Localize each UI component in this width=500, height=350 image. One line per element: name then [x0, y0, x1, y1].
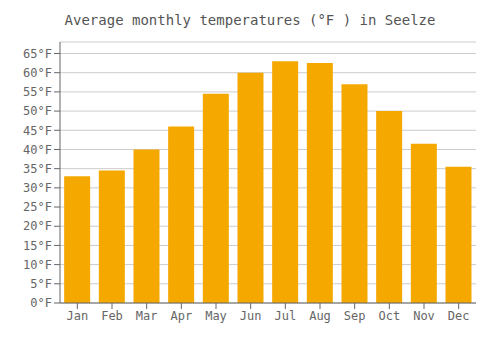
svg-text:25°F: 25°F — [23, 200, 52, 214]
svg-text:Apr: Apr — [170, 309, 192, 323]
svg-text:5°F: 5°F — [30, 277, 52, 291]
svg-text:40°F: 40°F — [23, 143, 52, 157]
svg-text:May: May — [205, 309, 227, 323]
svg-text:Oct: Oct — [378, 309, 400, 323]
svg-text:55°F: 55°F — [23, 85, 52, 99]
svg-text:Dec: Dec — [448, 309, 470, 323]
svg-text:35°F: 35°F — [23, 162, 52, 176]
svg-text:Sep: Sep — [344, 309, 366, 323]
svg-text:Jan: Jan — [66, 309, 88, 323]
svg-text:15°F: 15°F — [23, 239, 52, 253]
svg-text:50°F: 50°F — [23, 104, 52, 118]
svg-text:Aug: Aug — [309, 309, 331, 323]
svg-text:65°F: 65°F — [23, 47, 52, 61]
svg-text:Jul: Jul — [274, 309, 296, 323]
svg-text:30°F: 30°F — [23, 181, 52, 195]
svg-text:60°F: 60°F — [23, 66, 52, 80]
svg-text:Nov: Nov — [413, 309, 435, 323]
svg-text:10°F: 10°F — [23, 258, 52, 272]
svg-text:Feb: Feb — [101, 309, 123, 323]
svg-text:20°F: 20°F — [23, 219, 52, 233]
svg-text:0°F: 0°F — [30, 296, 52, 310]
svg-text:45°F: 45°F — [23, 124, 52, 138]
svg-text:Jun: Jun — [240, 309, 262, 323]
svg-text:Mar: Mar — [136, 309, 158, 323]
html-text:Average monthly temperatures (: Average monthly temperatures (°F ) in Se… — [64, 12, 436, 28]
